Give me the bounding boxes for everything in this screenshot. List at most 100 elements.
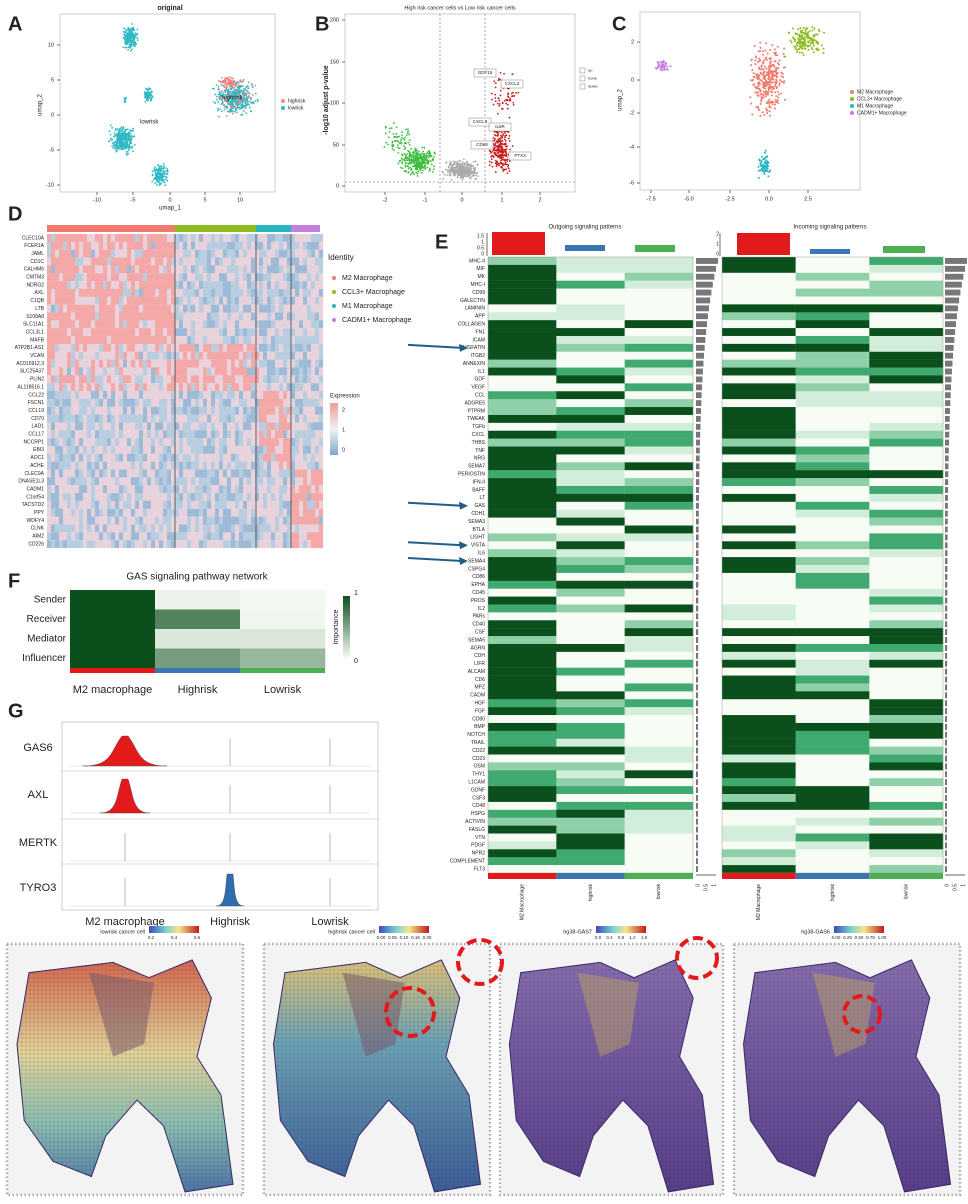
point <box>124 40 126 43</box>
heat-cell <box>95 336 100 344</box>
point <box>451 165 453 168</box>
point <box>494 171 497 173</box>
point <box>154 172 157 174</box>
heat-cell <box>151 500 156 509</box>
heat-cell <box>111 422 116 431</box>
heat-cell <box>135 438 140 447</box>
heat-cell <box>155 398 160 407</box>
point <box>456 160 458 163</box>
point <box>765 73 768 76</box>
point <box>398 142 401 145</box>
heat-cell <box>111 438 116 447</box>
heat-cell <box>119 430 124 439</box>
point <box>495 145 498 148</box>
heat-cell <box>51 461 56 470</box>
heat-cell <box>79 438 84 447</box>
point <box>814 39 817 42</box>
point <box>233 110 236 113</box>
heat-cell <box>207 445 212 454</box>
heat-cell <box>171 445 176 454</box>
point <box>147 99 149 102</box>
heat-cell <box>87 540 92 549</box>
point <box>798 34 801 37</box>
point <box>216 107 219 110</box>
point <box>119 145 122 148</box>
heat-cell <box>187 524 192 533</box>
point <box>800 40 803 43</box>
heat-cell <box>63 422 68 431</box>
point <box>220 110 223 113</box>
heat-cell <box>139 328 144 337</box>
heat-cell <box>115 265 120 274</box>
heat-cell <box>75 477 80 486</box>
point <box>759 93 762 96</box>
heat-cell <box>155 328 160 337</box>
point <box>112 136 115 138</box>
point <box>804 42 807 45</box>
point <box>154 166 156 168</box>
point <box>461 169 464 172</box>
heat-cell <box>167 241 172 250</box>
point <box>804 44 807 47</box>
point <box>426 151 429 154</box>
heat-cell <box>119 532 124 541</box>
heat-cell <box>119 288 124 297</box>
heat-cell <box>111 336 116 344</box>
point <box>392 132 395 135</box>
point <box>405 156 408 159</box>
heat-cell <box>79 281 84 290</box>
heat-cell <box>99 532 104 541</box>
heat-cell <box>211 320 216 329</box>
point <box>132 150 134 153</box>
point <box>505 134 508 137</box>
heat-cell <box>139 461 144 470</box>
heat-cell <box>223 516 228 525</box>
point <box>402 137 405 140</box>
point <box>128 28 130 31</box>
point <box>778 59 781 62</box>
heat-cell <box>103 241 108 250</box>
legend-key <box>850 97 854 101</box>
legend-label: up <box>588 68 593 73</box>
point <box>754 91 757 94</box>
point <box>446 174 449 177</box>
heat-cell <box>203 383 208 392</box>
heat-cell <box>207 500 212 509</box>
heat-cell <box>75 351 80 360</box>
point <box>784 98 787 101</box>
heat-cell <box>91 406 96 415</box>
heat-cell <box>67 461 72 470</box>
heat-cell <box>103 257 108 266</box>
heat-cell <box>87 438 92 447</box>
point <box>424 156 427 158</box>
heat-cell <box>163 430 168 439</box>
point <box>754 63 757 66</box>
heat-cell <box>131 406 136 415</box>
point <box>774 101 777 104</box>
heat-cell <box>91 351 96 360</box>
heat-cell <box>75 461 80 470</box>
heat-cell <box>103 524 108 533</box>
point <box>234 107 237 110</box>
heat-cell <box>75 288 80 297</box>
heat-cell <box>199 312 204 321</box>
heat-cell <box>191 398 196 407</box>
point <box>234 97 237 100</box>
heat-cell <box>191 241 196 250</box>
point <box>397 146 399 149</box>
point <box>397 151 400 154</box>
point <box>511 145 514 148</box>
point <box>130 134 133 137</box>
heat-cell <box>231 469 236 478</box>
point <box>506 107 509 110</box>
point <box>766 80 769 83</box>
point <box>506 172 509 175</box>
point <box>764 92 767 95</box>
heat-cell <box>111 414 116 423</box>
heat-cell <box>59 445 64 454</box>
heat-cell <box>167 477 172 486</box>
heat-cell <box>155 477 160 486</box>
heat-cell <box>67 398 72 407</box>
heat-cell <box>171 430 176 439</box>
heat-cell <box>191 257 196 266</box>
